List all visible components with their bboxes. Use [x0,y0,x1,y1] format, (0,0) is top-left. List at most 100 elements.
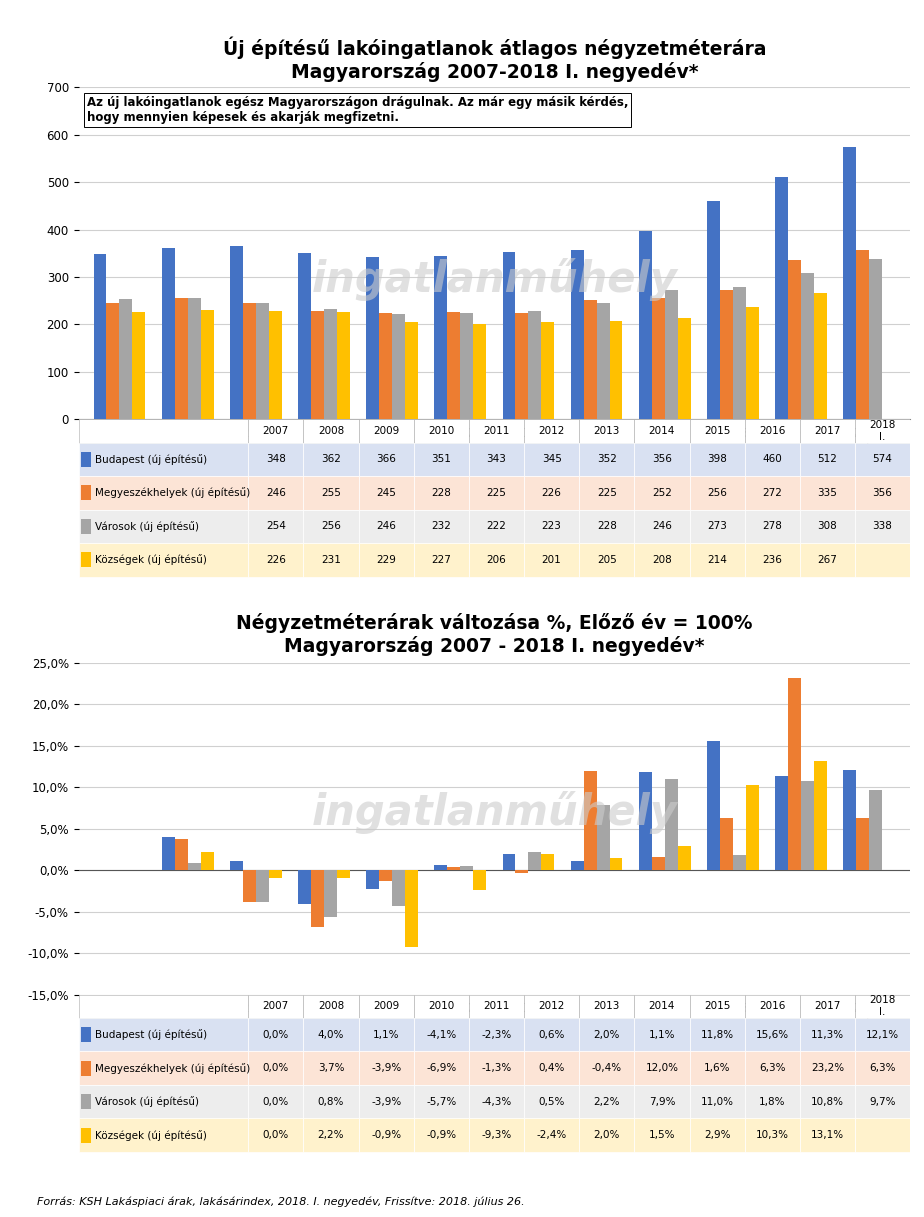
Bar [256,303,269,419]
Bar [414,419,468,443]
Bar [303,443,359,476]
Bar [855,419,910,443]
Bar [579,1017,635,1051]
Bar [414,443,468,476]
Bar [303,994,359,1017]
Text: -4,3%: -4,3% [481,1097,512,1106]
Text: 3,7%: 3,7% [318,1064,345,1073]
Bar [359,1051,414,1084]
Bar [468,443,524,476]
Bar [468,1118,524,1152]
Text: 2016: 2016 [759,426,785,436]
Bar [745,1051,800,1084]
Text: 1,1%: 1,1% [373,1030,399,1039]
Bar [814,292,827,419]
Text: ingatlanműhely: ingatlanműhely [311,791,677,834]
Text: -4,1%: -4,1% [426,1030,456,1039]
Bar [541,323,554,419]
Bar [249,443,303,476]
Text: 226: 226 [541,488,562,498]
Bar [745,443,800,476]
Text: -0,4%: -0,4% [591,1064,622,1073]
Bar [689,1017,745,1051]
Bar [249,1017,303,1051]
Bar [746,785,759,870]
Bar [249,1118,303,1152]
Text: Budapest (új építésű): Budapest (új építésű) [95,454,207,465]
Bar [269,310,282,419]
Bar [844,770,857,870]
Bar [579,476,635,510]
Text: 225: 225 [597,488,616,498]
Bar [230,246,243,419]
Text: 228: 228 [597,521,616,532]
Bar [311,312,324,419]
Text: 0,4%: 0,4% [539,1064,565,1073]
Bar [579,543,635,577]
Bar [855,443,910,476]
Bar [79,419,249,443]
Text: 343: 343 [487,454,506,465]
Bar [119,299,132,419]
Bar [81,518,91,534]
Text: 273: 273 [707,521,727,532]
Bar [366,870,379,890]
Bar [79,476,249,510]
Text: -3,9%: -3,9% [371,1097,401,1106]
Bar [579,1118,635,1152]
Bar [720,291,733,419]
Text: 254: 254 [266,521,286,532]
Text: 246: 246 [266,488,286,498]
Bar [855,543,910,577]
Bar [635,476,689,510]
Bar [801,780,814,870]
Bar [359,1017,414,1051]
Bar [635,419,689,443]
Bar [162,247,175,419]
Bar [468,1051,524,1084]
Bar [800,419,855,443]
Text: 0,6%: 0,6% [539,1030,565,1039]
Bar [746,308,759,419]
Bar [132,312,145,419]
Bar [579,510,635,543]
Bar [524,1051,579,1084]
Bar [745,510,800,543]
Bar [689,1051,745,1084]
Bar [571,860,584,870]
Text: 0,8%: 0,8% [318,1097,344,1106]
Text: 222: 222 [487,521,506,532]
Text: Megyeszékhelyek (új építésű): Megyeszékhelyek (új építésű) [95,487,250,498]
Bar [788,260,801,419]
Bar [635,1017,689,1051]
Bar [800,476,855,510]
Text: 10,8%: 10,8% [811,1097,844,1106]
Bar [800,443,855,476]
Bar [745,476,800,510]
Bar [81,1128,91,1143]
Text: -6,9%: -6,9% [426,1064,456,1073]
Text: 228: 228 [432,488,451,498]
Bar [81,1061,91,1076]
Bar [855,1051,910,1084]
Bar [689,1084,745,1118]
Bar [707,201,720,419]
Bar [516,313,529,419]
Bar [460,314,473,419]
Bar [337,312,350,419]
Bar [503,252,516,419]
Text: 2007: 2007 [262,426,289,436]
Bar [579,443,635,476]
Text: 0,0%: 0,0% [262,1064,289,1073]
Bar [635,443,689,476]
Text: 366: 366 [376,454,396,465]
Bar [677,318,690,419]
Text: 11,3%: 11,3% [811,1030,844,1039]
Bar [468,476,524,510]
Bar [524,1118,579,1152]
Bar [745,1118,800,1152]
Bar [800,1118,855,1152]
Text: -3,9%: -3,9% [371,1064,401,1073]
Bar [468,510,524,543]
Text: 2,9%: 2,9% [704,1131,730,1140]
